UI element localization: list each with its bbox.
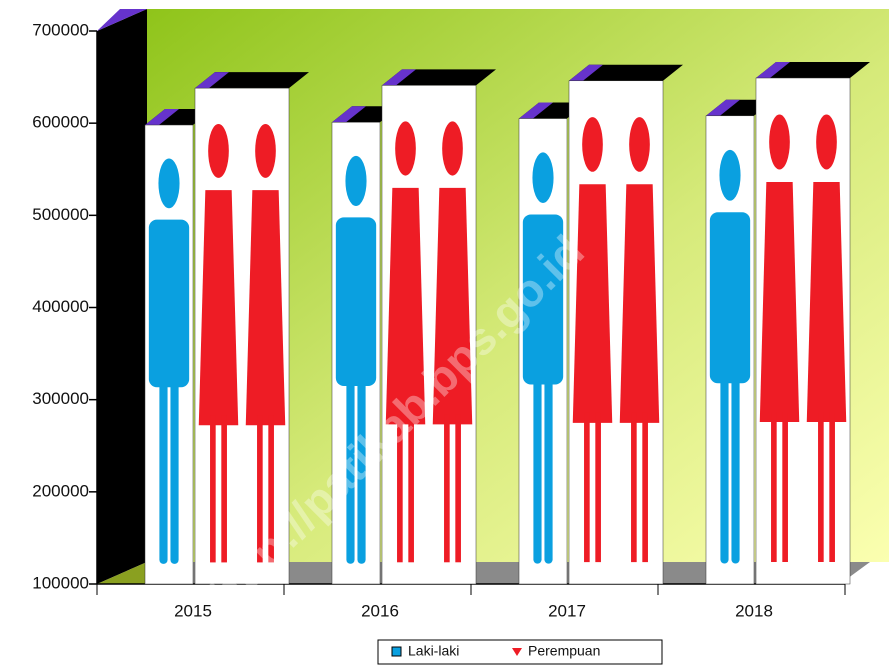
bar-top-accent — [569, 64, 603, 81]
figure-leg — [159, 355, 168, 564]
y-tick-label: 200000 — [32, 481, 89, 500]
figure-icon — [198, 123, 239, 563]
figure-leg — [829, 412, 835, 563]
figure-body — [572, 184, 613, 423]
figure-leg — [357, 354, 366, 564]
figure-leg — [731, 350, 740, 564]
legend-label: Perempuan — [528, 643, 600, 659]
bar-top-accent — [145, 109, 179, 126]
bar-top-accent — [195, 72, 229, 89]
bar-top-accent — [706, 99, 740, 116]
figure-leg — [170, 355, 179, 564]
figure-body — [522, 214, 564, 385]
legend — [377, 639, 663, 665]
figure-body — [759, 182, 800, 423]
figure-body — [198, 190, 239, 426]
figure-leg — [397, 414, 403, 563]
figure-body — [335, 217, 377, 387]
figure-leg — [210, 415, 216, 563]
figure-leg — [268, 415, 274, 563]
figure-icon — [335, 155, 377, 564]
figure-leg — [720, 350, 729, 564]
figure-head — [629, 117, 650, 172]
figure-icon — [619, 117, 660, 563]
x-tick-label: 2016 — [361, 601, 399, 620]
figure-head — [582, 117, 603, 172]
x-tick-label: 2018 — [735, 601, 773, 620]
figure-icon — [709, 149, 751, 564]
x-tick-label: 2017 — [548, 601, 586, 620]
y-tick-label: 300000 — [32, 389, 89, 408]
figure-leg — [818, 412, 824, 563]
figure-body — [709, 212, 751, 384]
figure-head — [345, 155, 367, 207]
figure-head — [719, 149, 741, 201]
figure-leg — [533, 352, 542, 564]
figure-icon — [759, 114, 800, 563]
figure-leg — [584, 412, 590, 563]
figure-head — [158, 158, 180, 209]
figure-leg — [631, 412, 637, 563]
figure-body — [385, 187, 426, 425]
plot — [144, 62, 870, 585]
figure-leg — [444, 414, 450, 563]
figure-leg — [408, 414, 414, 563]
figure-body — [619, 184, 660, 423]
y-tick-label: 100000 — [32, 573, 89, 592]
figure-icon — [148, 158, 190, 564]
legend-marker — [512, 648, 522, 656]
figure-head — [816, 114, 837, 170]
figure-head — [532, 152, 554, 203]
legend-label: Laki-laki — [408, 643, 459, 659]
bar-top-accent — [382, 69, 416, 86]
bar-top-accent — [519, 102, 553, 119]
bar-top-accent — [756, 62, 790, 79]
x-tick-label: 2015 — [174, 601, 212, 620]
y-tick-label: 700000 — [32, 20, 89, 39]
figure-leg — [221, 415, 227, 563]
figure-leg — [782, 412, 788, 563]
figure-head — [769, 114, 790, 170]
figure-body — [245, 190, 286, 426]
figure-body — [806, 182, 847, 423]
figure-leg — [642, 412, 648, 563]
figure-body — [432, 187, 473, 425]
bar-top-accent — [332, 106, 366, 123]
y-tick-label: 600000 — [32, 113, 89, 132]
side-wall-top — [97, 9, 147, 31]
figure-head — [255, 123, 276, 178]
figure-icon — [572, 117, 613, 563]
figure-leg — [544, 352, 553, 564]
figure-body — [148, 219, 190, 388]
figure-icon — [806, 114, 847, 563]
figure-icon — [385, 121, 426, 563]
figure-leg — [455, 414, 461, 563]
figure-head — [395, 121, 416, 176]
figure-head — [442, 121, 463, 176]
floor — [97, 562, 870, 584]
floor-corner — [97, 562, 147, 584]
legend-items: Laki-laki Perempuan — [391, 643, 600, 659]
figure-leg — [771, 412, 777, 563]
y-tick-label: 400000 — [32, 297, 89, 316]
figure-leg — [346, 354, 355, 564]
figure-leg — [257, 415, 263, 563]
y-tick-label: 500000 — [32, 205, 89, 224]
legend-marker — [391, 646, 402, 657]
figure-icon — [522, 152, 564, 564]
figure-head — [208, 123, 229, 178]
side-wall — [97, 9, 147, 584]
figure-icon — [432, 121, 473, 563]
figure-leg — [595, 412, 601, 563]
figure-icon — [245, 123, 286, 563]
